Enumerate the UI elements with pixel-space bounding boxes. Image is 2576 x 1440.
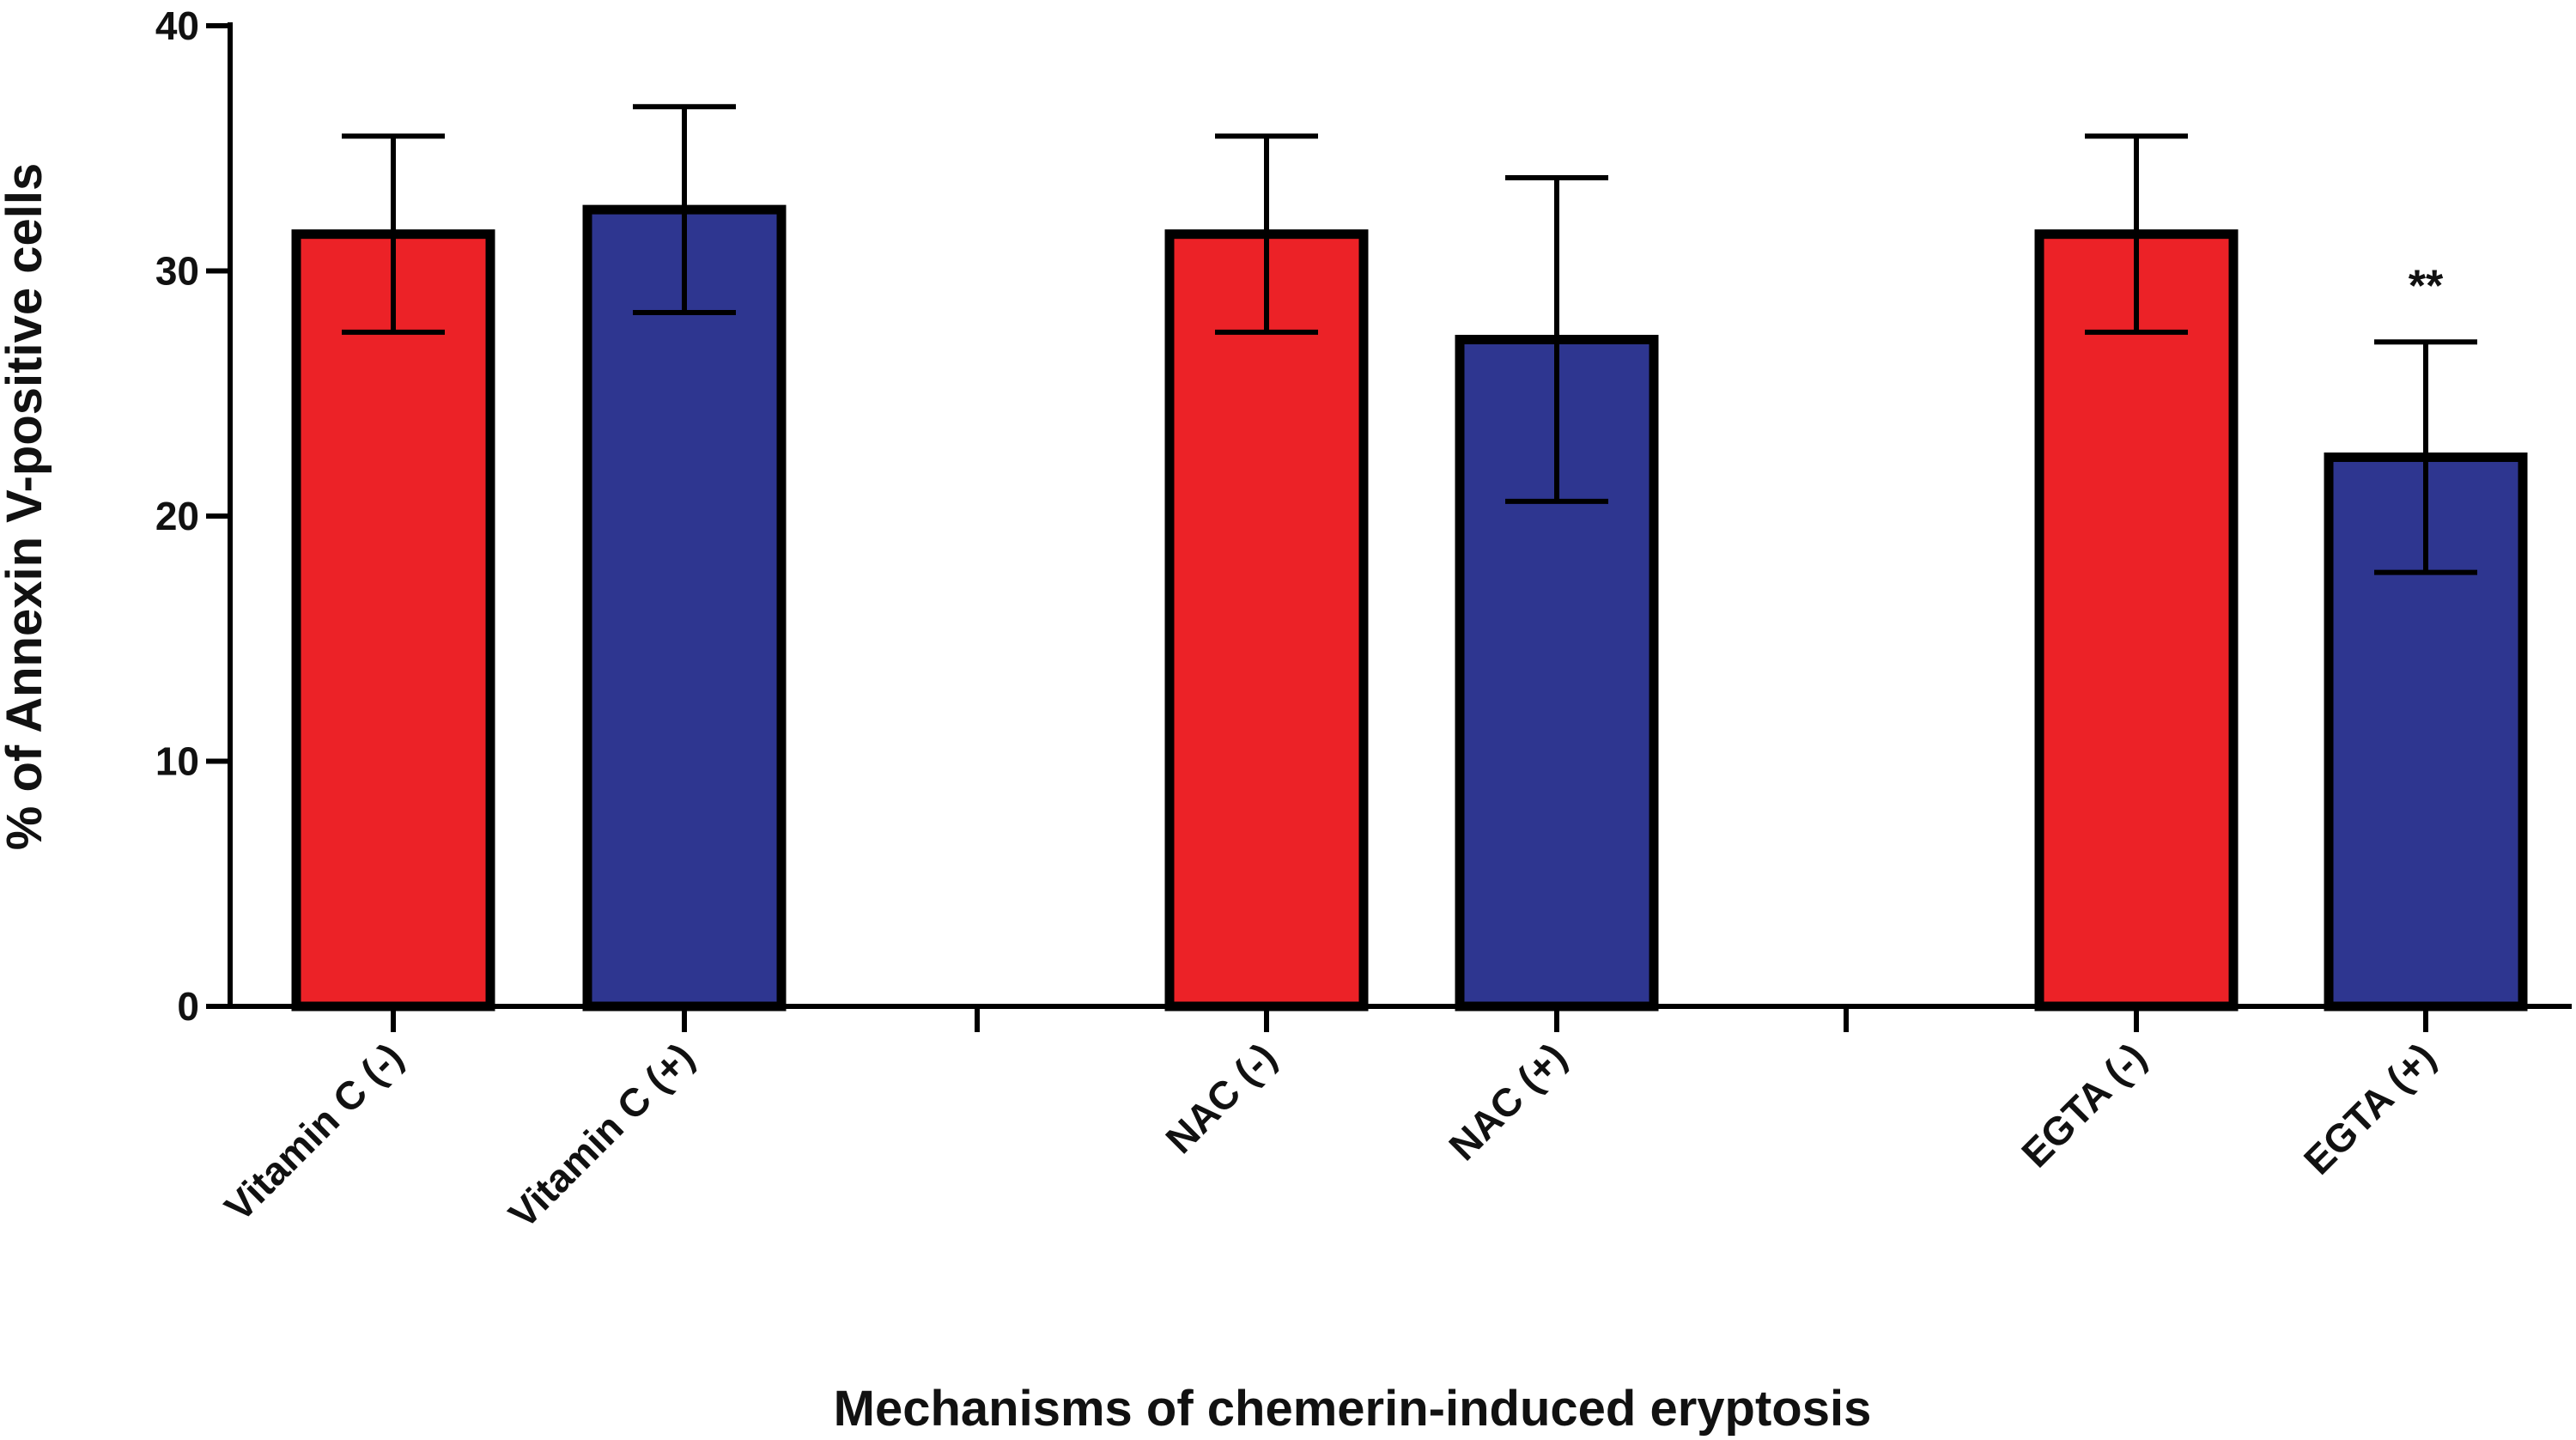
y-tick-label: 10	[155, 739, 199, 784]
chart-marks: **	[291, 104, 2528, 1012]
x-tick-label: Vitamin C (+)	[500, 1034, 702, 1236]
y-tick-label: 30	[155, 249, 199, 294]
bar-5	[2034, 229, 2239, 1012]
error-bar-1	[342, 133, 445, 335]
y-tick-label: 20	[155, 494, 199, 538]
significance-annotation: **	[2409, 261, 2444, 311]
x-tick-label: EGTA (+)	[2295, 1034, 2444, 1182]
error-bar-2	[633, 104, 736, 316]
error-bar-4	[1505, 175, 1608, 504]
error-bar-6	[2374, 339, 2477, 575]
error-bar-3	[1215, 133, 1318, 335]
bar-1	[291, 229, 495, 1012]
x-axis-title: Mechanisms of chemerin-induced eryptosis	[834, 1381, 1872, 1437]
y-tick-label: 40	[155, 3, 199, 48]
y-axis-title: % of Annexin V-positive cells	[0, 163, 52, 850]
x-tick-label: NAC (+)	[1440, 1034, 1575, 1169]
y-tick-label: 0	[177, 984, 199, 1029]
x-tick-label: Vitamin C (-)	[216, 1034, 411, 1230]
bar-2	[582, 204, 787, 1012]
x-tick-label: NAC (-)	[1157, 1034, 1285, 1162]
x-tick-label: EGTA (-)	[2013, 1034, 2154, 1176]
bar-3	[1164, 229, 1369, 1012]
error-bar-5	[2085, 133, 2188, 335]
